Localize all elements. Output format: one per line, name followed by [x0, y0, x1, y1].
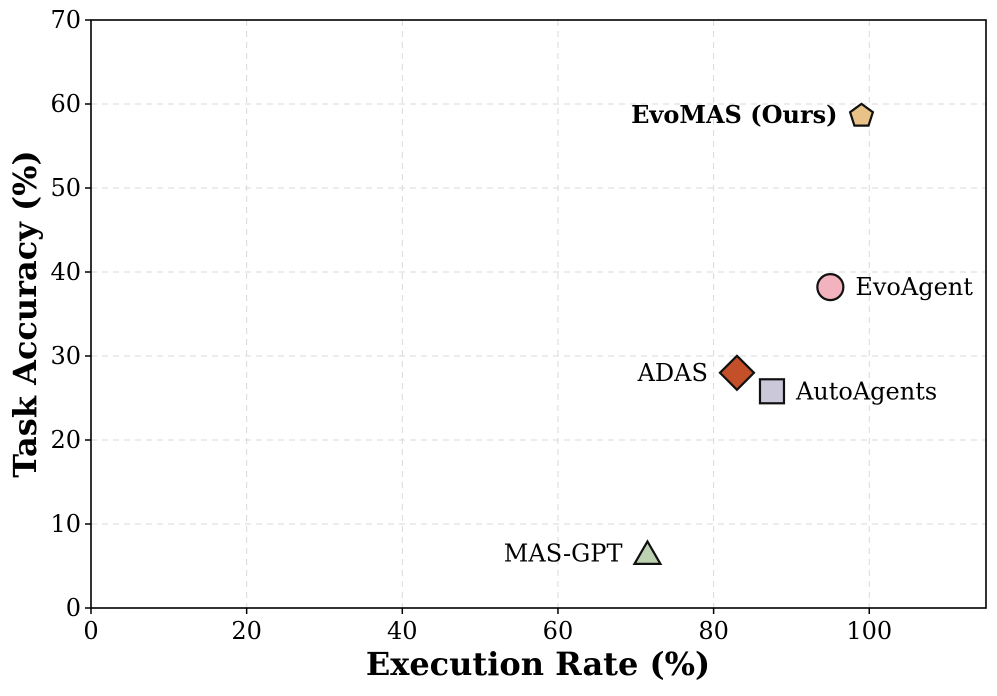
y-tick-label: 20 — [50, 426, 81, 454]
y-tick-label: 60 — [50, 90, 81, 118]
point-marker-evomas-ours — [848, 102, 875, 127]
x-tick-label: 60 — [543, 617, 574, 645]
point-label-mas-gpt: MAS-GPT — [504, 539, 623, 567]
y-tick-label: 50 — [50, 174, 81, 202]
x-tick-label: 0 — [83, 617, 98, 645]
y-tick-label: 70 — [50, 6, 81, 34]
point-label-autoagents: AutoAgents — [795, 377, 937, 405]
y-tick-label: 30 — [50, 342, 81, 370]
point-marker-adas — [718, 354, 756, 392]
point-marker-evoagent — [816, 273, 845, 302]
point-label-evoagent: EvoAgent — [855, 273, 973, 301]
tick-layer: 0 20 40 60 80 100 0 10 20 30 40 50 60 70 — [50, 6, 892, 645]
y-tick-label: 0 — [66, 594, 81, 622]
point-label-evomas-ours: EvoMAS (Ours) — [631, 100, 837, 129]
x-tick-label: 100 — [846, 617, 892, 645]
y-axis-title: Task Accuracy (%) — [6, 150, 44, 477]
x-axis-title: Execution Rate (%) — [366, 645, 710, 683]
point-label-adas: ADAS — [637, 359, 708, 387]
x-tick-label: 80 — [698, 617, 729, 645]
y-tick-label: 10 — [50, 510, 81, 538]
plot-frame — [90, 19, 987, 609]
point-marker-mas-gpt — [632, 539, 663, 566]
point-layer: EvoMAS (Ours) EvoAgent ADAS AutoAgents MAS-G… — [504, 100, 973, 567]
x-tick-label: 20 — [231, 617, 262, 645]
x-tick-label: 40 — [387, 617, 418, 645]
grid-layer — [90, 19, 986, 609]
point-marker-autoagents — [758, 378, 786, 405]
y-tick-label: 40 — [50, 258, 81, 286]
